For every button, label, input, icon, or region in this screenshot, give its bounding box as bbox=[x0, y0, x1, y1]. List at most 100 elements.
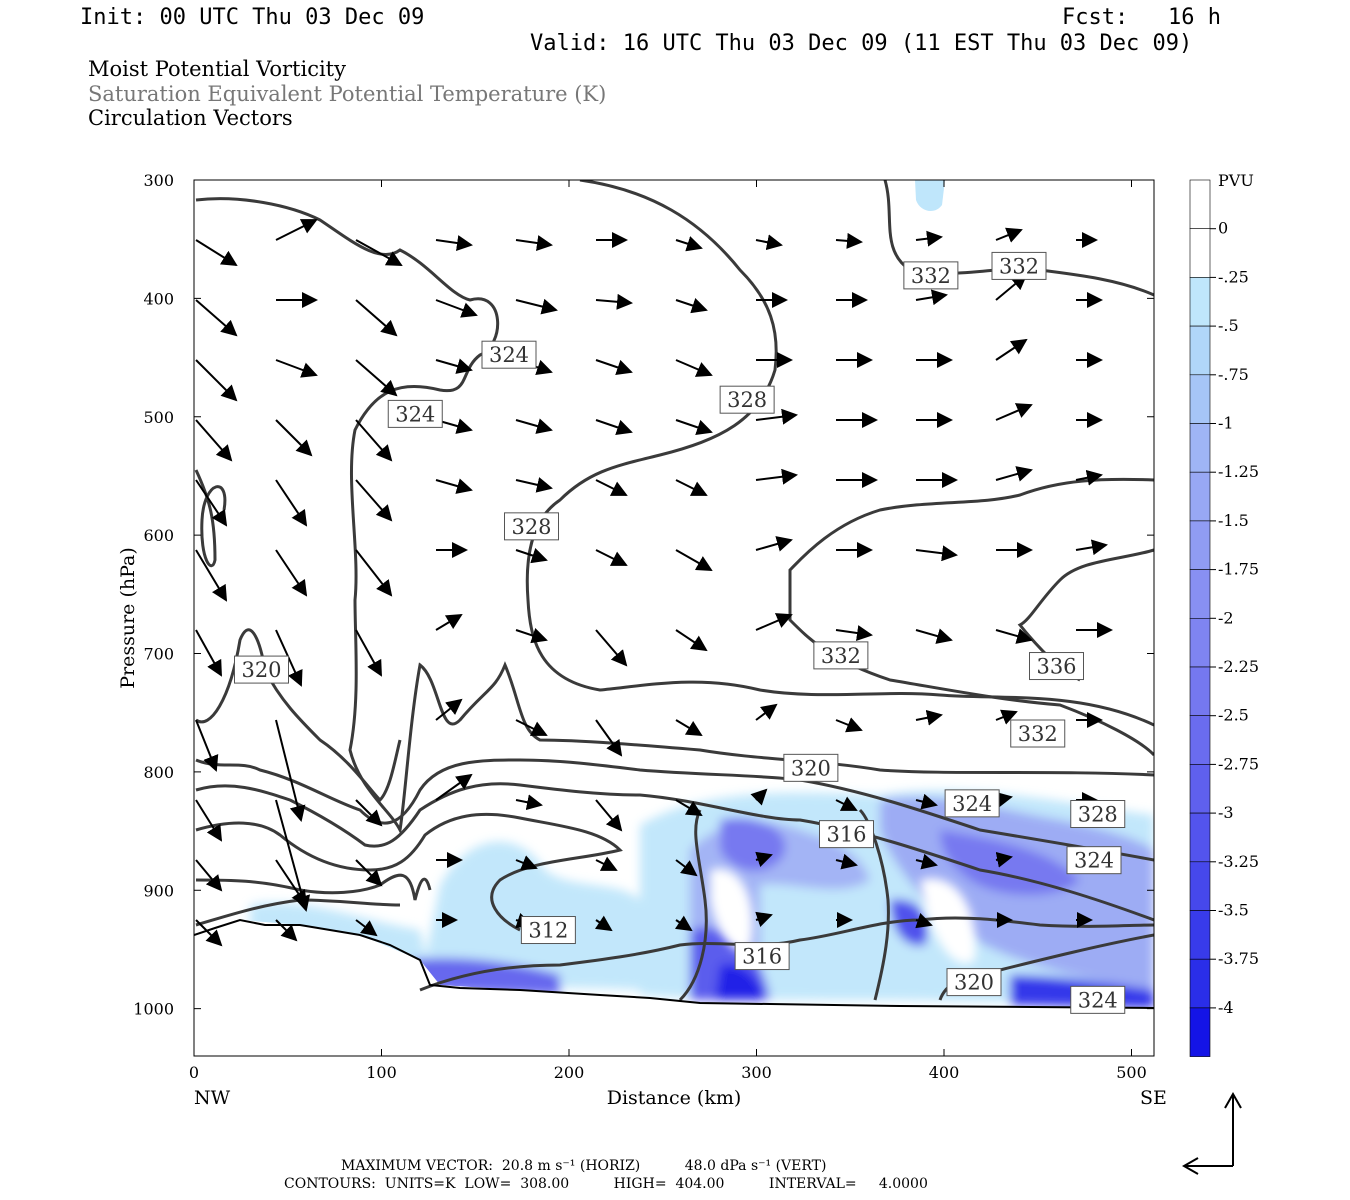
circulation-vector bbox=[275, 219, 318, 241]
y-tick-label: 900 bbox=[143, 881, 174, 900]
contour-label: 324 bbox=[1066, 846, 1122, 875]
theta-e-contours bbox=[194, 180, 1154, 1002]
x-axis: 0 100 200 300 400 500 bbox=[189, 180, 1147, 1082]
circulation-vector bbox=[195, 479, 228, 527]
circulation-vector bbox=[435, 235, 473, 251]
circulation-vector bbox=[515, 855, 538, 871]
contour-label: 324 bbox=[387, 399, 443, 428]
contour-label-text: 336 bbox=[1036, 655, 1076, 679]
circulation-vector bbox=[755, 703, 778, 721]
nw-label: NW bbox=[194, 1087, 231, 1109]
x-tick-label: 500 bbox=[1116, 1063, 1147, 1082]
contour-label-text: 332 bbox=[821, 644, 861, 668]
circulation-vector bbox=[835, 853, 858, 870]
circulation-vector bbox=[435, 613, 463, 631]
contour-label: 328 bbox=[1070, 800, 1126, 829]
circulation-vector bbox=[995, 709, 1018, 725]
colorbar-label: -4 bbox=[1218, 998, 1234, 1017]
colorbar-label: -3 bbox=[1218, 803, 1234, 822]
colorbar-label: -.75 bbox=[1218, 365, 1249, 384]
circulation-vector bbox=[835, 717, 863, 733]
contour-line bbox=[419, 916, 1154, 992]
colorbar-label: 0 bbox=[1218, 219, 1228, 238]
circulation-vector bbox=[435, 358, 473, 374]
y-tick-label: 600 bbox=[143, 526, 174, 545]
reference-vector-icon bbox=[1181, 1091, 1242, 1175]
colorbar-swatch bbox=[1189, 1007, 1211, 1057]
circulation-vector bbox=[750, 788, 768, 806]
contour-info-note: CONTOURS: UNITS=K LOW= 308.00 HIGH= 404.… bbox=[284, 1176, 928, 1192]
contour-label-text: 332 bbox=[999, 254, 1039, 278]
contour-label-text: 332 bbox=[1018, 722, 1058, 746]
colorbar-label: -1.25 bbox=[1218, 462, 1259, 481]
field-title-vectors: Circulation Vectors bbox=[88, 106, 293, 130]
contour-label: 332 bbox=[991, 251, 1047, 280]
contour-line bbox=[195, 628, 402, 803]
forecast-hour: 16 h bbox=[1168, 5, 1221, 30]
contour-line bbox=[195, 758, 1154, 862]
y-tick-label: 800 bbox=[143, 763, 174, 782]
circulation-vector bbox=[595, 419, 633, 436]
pv-colorbar: PVU 0 -.25 -.5 -.75 -1 -1.25 -1.5 -1.75 -2 -2.25 -2… bbox=[1189, 171, 1259, 1057]
contour-label-box bbox=[520, 916, 576, 945]
circulation-vector bbox=[1075, 539, 1108, 556]
circulation-vector bbox=[755, 468, 798, 485]
circulation-vector bbox=[355, 299, 398, 337]
contour-line bbox=[788, 477, 1154, 757]
contour-label-box bbox=[903, 261, 959, 290]
contour-line bbox=[195, 782, 1154, 922]
contour-label-box bbox=[813, 641, 869, 670]
circulation-vector bbox=[675, 479, 708, 496]
colorbar-label: -2.75 bbox=[1218, 754, 1259, 773]
contour-label-box bbox=[819, 820, 874, 849]
circulation-vector bbox=[675, 236, 703, 252]
contour-label-text: 324 bbox=[1074, 849, 1114, 873]
circulation-vector bbox=[755, 536, 793, 552]
colorbar-swatch bbox=[1189, 910, 1211, 960]
circulation-vector bbox=[355, 859, 383, 887]
circulation-vector bbox=[195, 299, 238, 337]
circulation-vector bbox=[675, 297, 708, 314]
y-tick-label: 300 bbox=[143, 171, 174, 190]
contour-labels: 324 324 328 328 332 332 320 332 336 332 320 324 328 3… bbox=[234, 251, 1126, 1014]
circulation-vector bbox=[515, 418, 553, 434]
contour-label-text: 328 bbox=[1078, 803, 1118, 827]
contour-label-box bbox=[1010, 719, 1066, 748]
colorbar-label: -3.25 bbox=[1218, 852, 1259, 871]
colorbar-swatch bbox=[1189, 861, 1211, 911]
circulation-vector bbox=[915, 628, 953, 644]
circulation-vector bbox=[595, 293, 633, 310]
contour-label: 332 bbox=[903, 261, 959, 290]
circulation-vector bbox=[275, 419, 313, 457]
contour-label-text: 316 bbox=[742, 945, 782, 969]
circulation-vector bbox=[675, 859, 698, 877]
contour-label-text: 312 bbox=[528, 919, 568, 943]
circulation-vector bbox=[755, 613, 793, 631]
se-label: SE bbox=[1140, 1087, 1167, 1109]
contour-label-text: 328 bbox=[727, 388, 767, 412]
colorbar-swatch bbox=[1189, 958, 1211, 1009]
contour-label: 324 bbox=[481, 340, 537, 369]
circulation-vector bbox=[195, 799, 223, 842]
colorbar-label: -.25 bbox=[1218, 267, 1249, 286]
contour-label-box bbox=[504, 512, 559, 541]
circulation-vector bbox=[835, 232, 863, 249]
colorbar-swatch bbox=[1189, 228, 1211, 278]
y-axis: 300 400 500 600 700 800 900 1000 bbox=[133, 171, 1154, 1019]
circulation-vector bbox=[995, 628, 1033, 644]
colorbar-swatch bbox=[1189, 812, 1211, 863]
colorbar-label: -1.5 bbox=[1218, 511, 1249, 530]
circulation-vector bbox=[515, 627, 548, 644]
terrain-line bbox=[194, 918, 1154, 1009]
valid-time: Valid: 16 UTC Thu 03 Dec 09 (11 EST Thu … bbox=[530, 31, 1193, 56]
circulation-vector bbox=[595, 629, 628, 667]
x-axis-label: Distance (km) bbox=[607, 1087, 742, 1109]
colorbar-swatch bbox=[1189, 764, 1211, 814]
x-tick-label: 400 bbox=[929, 1063, 960, 1082]
circulation-vector bbox=[195, 919, 223, 947]
contour-label-box bbox=[481, 340, 537, 369]
y-tick-label: 1000 bbox=[133, 1000, 174, 1019]
contour-label-text: 324 bbox=[1078, 988, 1118, 1012]
contour-label: 332 bbox=[813, 641, 869, 670]
circulation-vector bbox=[195, 859, 223, 892]
